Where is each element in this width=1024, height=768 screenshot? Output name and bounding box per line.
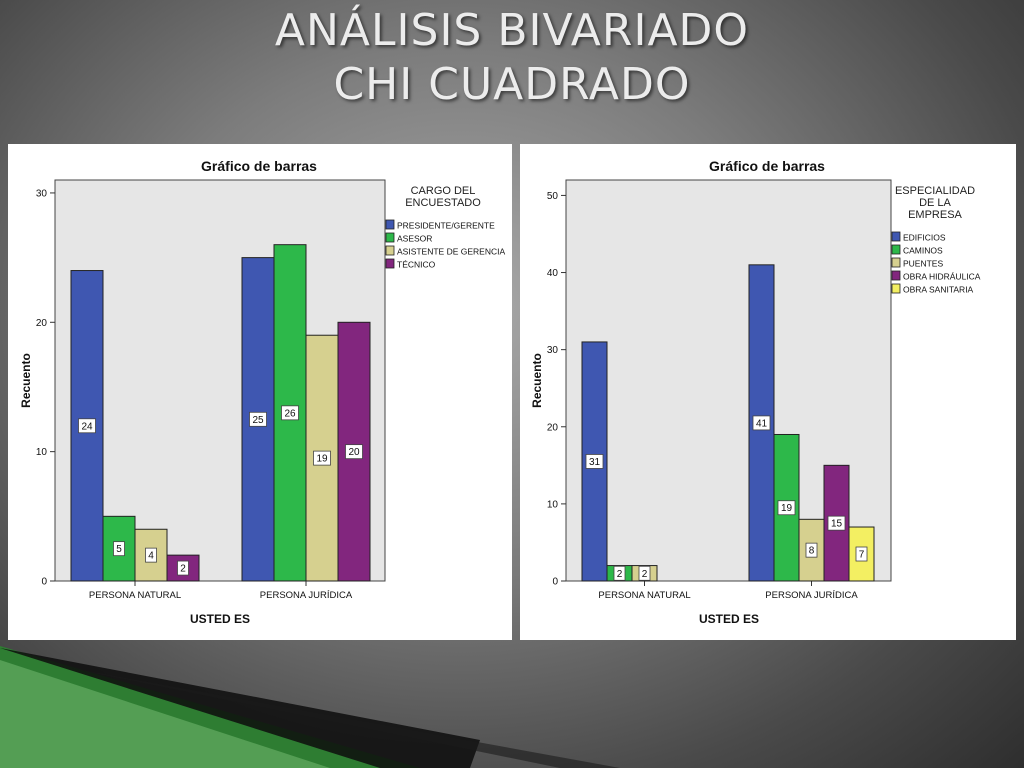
data-label-box — [177, 560, 189, 576]
legend-label-asistente-de-gerencia: ASISTENTE DE GERENCIA — [397, 247, 505, 257]
data-label: 24 — [81, 421, 93, 432]
data-label-box — [78, 418, 96, 434]
data-label: 19 — [781, 503, 793, 514]
data-label: 5 — [116, 544, 122, 555]
y-tick-label: 20 — [36, 318, 48, 329]
data-label: 20 — [348, 447, 360, 458]
chart-especialidad-empresa: Gráfico de barras 0 10 20 30 40 50 Recuento PERS… — [530, 158, 981, 626]
legend-swatch-obra-sanitaria — [891, 283, 901, 294]
data-label-box — [145, 547, 157, 563]
y-tick-label: 30 — [36, 188, 48, 199]
legend-label-asesor: ASESOR — [397, 234, 432, 244]
data-label-box — [113, 541, 125, 557]
chart-panel-especialidad: Gráfico de barras 0 10 20 30 40 50 Recuento PERS… — [520, 144, 1016, 640]
data-label-box — [805, 542, 818, 558]
legend-swatch-obra-hidraulica — [891, 270, 901, 281]
y-tick-label: 0 — [552, 577, 558, 588]
data-label-box — [281, 405, 299, 421]
x-tick-label: PERSONA NATURAL — [598, 590, 690, 601]
legend-label-caminos: CAMINOS — [903, 246, 943, 256]
data-label-box — [827, 515, 846, 531]
y-axis-label: Recuento — [19, 353, 33, 408]
chart-title: Gráfico de barras — [201, 158, 317, 174]
data-label: 2 — [642, 569, 648, 580]
data-label: 31 — [589, 457, 601, 468]
y-axis-label: Recuento — [530, 353, 544, 408]
chart-title: Gráfico de barras — [709, 158, 825, 174]
data-label-box — [855, 546, 868, 562]
data-label: 26 — [284, 408, 296, 419]
data-label: 41 — [756, 418, 768, 429]
y-tick-label: 0 — [41, 577, 47, 588]
data-label-box — [613, 565, 626, 581]
data-label: 4 — [148, 551, 154, 562]
data-label: 19 — [316, 454, 328, 465]
data-label-box — [777, 500, 796, 516]
x-axis-label: USTED ES — [190, 612, 250, 626]
slide-title-line-2: CHI CUADRADO — [333, 59, 691, 110]
slide-decoration — [0, 646, 620, 768]
legend-swatch-tecnico — [385, 258, 395, 269]
chart-panel-cargo: Gráfico de barras 0 10 20 30 Recuento PERSONA … — [8, 144, 512, 640]
legend-swatch-puentes — [891, 257, 901, 268]
legend-swatch-edificios — [891, 231, 901, 242]
data-label: 8 — [809, 546, 815, 557]
legend-swatch-asistente-de-gerencia — [385, 245, 395, 256]
legend-label-presidente-gerente: PRESIDENTE/GERENTE — [397, 221, 495, 231]
legend-title: DE LA — [919, 197, 951, 209]
data-label: 25 — [252, 415, 264, 426]
x-tick-label: PERSONA NATURAL — [89, 590, 181, 601]
data-label-box — [752, 415, 771, 431]
legend-title: EMPRESA — [908, 209, 962, 221]
legend-title: CARGO DEL — [411, 185, 476, 197]
data-label-box — [249, 411, 267, 427]
chart-cargo-encuestado: Gráfico de barras 0 10 20 30 Recuento PERSONA … — [19, 158, 505, 626]
y-tick-label: 10 — [547, 499, 559, 510]
y-tick-label: 40 — [547, 268, 559, 279]
legend-swatch-caminos — [891, 244, 901, 255]
data-label-box — [585, 454, 604, 469]
legend-swatch-presidente-gerente — [385, 219, 395, 230]
legend-label-obra-hidraulica: OBRA HIDRÁULICA — [903, 272, 981, 282]
x-axis-label: USTED ES — [699, 612, 759, 626]
data-label: 7 — [859, 550, 865, 561]
legend-swatch-asesor — [385, 232, 395, 243]
data-label: 15 — [831, 519, 843, 530]
legend-label-tecnico: TÉCNICO — [397, 260, 436, 270]
legend-label-puentes: PUENTES — [903, 259, 943, 269]
data-label-box — [638, 565, 651, 581]
data-label-box — [313, 450, 331, 466]
data-label: 2 — [180, 564, 186, 575]
slide-title-line-1: ANÁLISIS BIVARIADO — [274, 5, 750, 56]
legend-label-edificios: EDIFICIOS — [903, 233, 946, 243]
y-tick-label: 50 — [547, 191, 559, 202]
legend-title: ESPECIALIDAD — [895, 185, 975, 197]
data-label-box — [345, 444, 363, 460]
legend-label-obra-sanitaria: OBRA SANITARIA — [903, 285, 974, 295]
y-tick-label: 20 — [547, 422, 559, 433]
y-tick-label: 10 — [36, 447, 48, 458]
y-tick-label: 30 — [547, 345, 559, 356]
x-tick-label: PERSONA JURÍDICA — [260, 590, 353, 601]
data-label: 2 — [617, 569, 623, 580]
legend-title: ENCUESTADO — [405, 197, 481, 209]
slide-title: ANÁLISIS BIVARIADO CHI CUADRADO — [0, 4, 1024, 112]
x-tick-label: PERSONA JURÍDICA — [765, 590, 858, 601]
